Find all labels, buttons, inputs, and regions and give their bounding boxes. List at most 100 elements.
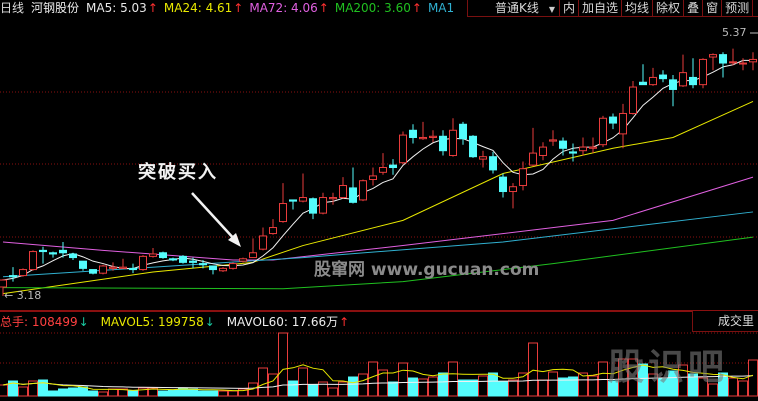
volume-bar — [138, 387, 148, 397]
candle-up — [479, 156, 487, 160]
candle-up — [549, 139, 557, 142]
annotation-text: 突破买入 — [138, 162, 218, 183]
total-volume-label: 总手: 108499↓ — [0, 315, 93, 329]
volume-bar — [728, 377, 738, 397]
volume-bar — [88, 390, 98, 397]
total-volume-value: 总手: 108499 — [0, 315, 78, 329]
ma-legend-item: MA5: 5.03↑ — [86, 1, 158, 15]
toolbar-button-window[interactable]: 窗 — [703, 0, 723, 16]
toolbar-more-button[interactable] — [753, 0, 758, 16]
candle-up — [259, 235, 267, 250]
candle-down — [49, 252, 57, 255]
arrow-down-icon: ↓ — [78, 315, 89, 329]
volume-bar — [238, 388, 248, 397]
stock-name: 河钢股份 — [31, 1, 80, 15]
volume-bar — [578, 372, 588, 397]
mavol5-value: MAVOL5: 199758 — [100, 315, 204, 329]
ma-legend-value: MA1 — [427, 1, 455, 15]
volume-bar — [638, 363, 648, 397]
volume-bar — [748, 359, 758, 397]
ma-legend-item: MA1 — [428, 1, 454, 15]
candle-up — [539, 146, 547, 156]
toolbar-button-moving-average[interactable]: 均线 — [622, 0, 654, 16]
candle-down — [79, 260, 87, 269]
arrow-up-icon: ↑ — [233, 1, 244, 15]
arrow-up-icon: ↑ — [147, 1, 158, 15]
volume-bar — [278, 332, 288, 397]
arrow-head-icon — [228, 233, 241, 247]
mavol60-line — [2, 375, 754, 389]
toolbar-button-overlay[interactable]: 叠 — [684, 0, 704, 16]
candle-down — [469, 135, 477, 158]
volume-bar — [708, 383, 718, 397]
volume-bar — [738, 380, 748, 397]
volume-bar — [398, 362, 408, 397]
candle-up — [399, 134, 407, 164]
volume-bar — [188, 388, 198, 397]
candle-down — [209, 265, 217, 271]
candle-up — [0, 279, 7, 288]
volume-bar — [228, 390, 238, 397]
candle-down — [609, 116, 617, 124]
toolbar-button-ex-rights[interactable]: 除权 — [653, 0, 685, 16]
volume-bar — [518, 372, 528, 397]
candle-down — [39, 249, 47, 253]
candle-up — [749, 58, 757, 63]
volume-bar — [498, 381, 508, 397]
mavol60-value: MAVOL60: 17.66万 — [226, 315, 339, 329]
candle-up — [249, 252, 257, 259]
candle-down — [659, 74, 667, 80]
volume-bar — [618, 358, 628, 397]
candle-down — [489, 156, 497, 171]
candle-down — [69, 253, 77, 259]
ma-line-ma200 — [2, 236, 754, 290]
watermark: 股窜网 www.gucuan.com — [314, 260, 540, 280]
volume-bar — [568, 376, 578, 397]
candle-down — [159, 252, 167, 259]
toolbar-button-add-watchlist[interactable]: 加自选 — [579, 0, 623, 16]
volume-bar — [448, 361, 458, 397]
candle-up — [29, 251, 37, 271]
candle-down — [459, 123, 467, 140]
volume-bar — [218, 390, 228, 397]
chart-type-dropdown[interactable]: 普通K线 ▼ — [468, 0, 560, 16]
toolbar-button-forecast[interactable]: 预测 — [722, 0, 754, 16]
candle-down — [689, 76, 697, 86]
annotation-arrow-icon — [191, 192, 237, 242]
toolbar-button-inner[interactable]: 内 — [560, 0, 580, 16]
period-label[interactable]: 日线 — [0, 1, 25, 15]
volume-bar — [8, 380, 18, 397]
candle-down — [9, 275, 17, 278]
volume-bar — [268, 373, 278, 397]
candle-up — [269, 227, 277, 235]
volume-bar — [588, 375, 598, 397]
candle-up — [619, 112, 627, 135]
ma-legend-item: MA200: 3.60↑ — [335, 1, 422, 15]
volume-bar — [338, 381, 348, 397]
chevron-down-icon: ▼ — [548, 5, 555, 14]
candle-up — [729, 61, 737, 64]
ma-line-ma5 — [2, 59, 753, 281]
volume-bar — [698, 377, 708, 397]
volume-bar — [28, 380, 38, 397]
candle-up — [119, 266, 127, 269]
candle-up — [649, 76, 657, 86]
low-price-label: ← 3.18 — [4, 289, 42, 302]
volume-bar — [548, 371, 558, 397]
volume-bar — [258, 367, 268, 397]
candle-down — [129, 267, 137, 271]
candle-up — [139, 255, 147, 271]
volume-bar — [288, 380, 298, 397]
volume-panel-title[interactable]: 成交里 — [692, 311, 758, 332]
candle-up — [699, 58, 707, 86]
candle-up — [709, 54, 717, 58]
volume-bar — [478, 375, 488, 397]
volume-bar — [608, 380, 618, 397]
candle-up — [219, 267, 227, 272]
ma-line-ma24 — [2, 101, 754, 295]
candle-up — [519, 168, 527, 187]
volume-bar — [418, 378, 428, 397]
volume-bar — [408, 377, 418, 397]
volume-bar — [158, 390, 168, 397]
